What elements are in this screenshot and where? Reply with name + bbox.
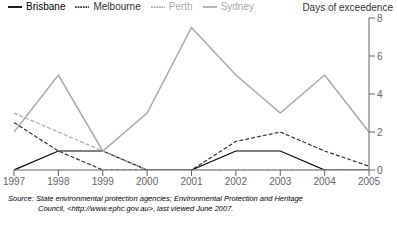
svg-text:4: 4 — [377, 89, 383, 100]
svg-text:2004: 2004 — [314, 176, 337, 187]
svg-text:6: 6 — [377, 51, 383, 62]
svg-text:2002: 2002 — [225, 176, 248, 187]
html-text:Perth: Perth — [168, 0, 193, 12]
svg-text:1997: 1997 — [8, 176, 26, 187]
svg-text:0: 0 — [377, 165, 383, 176]
svg-text:1998: 1998 — [47, 176, 70, 187]
html-text:Melbourne: Melbourne — [93, 0, 141, 12]
svg-text:1999: 1999 — [92, 176, 115, 187]
svg-text:8: 8 — [377, 13, 383, 24]
svg-text:2000: 2000 — [136, 176, 159, 187]
svg-text:2005: 2005 — [358, 176, 381, 187]
svg-text:2: 2 — [377, 127, 383, 138]
html-text:Council, <http://www.ephc.gov.: Council, <http://www.ephc.gov.au>, last … — [38, 204, 234, 213]
html-text:Sydney: Sydney — [220, 0, 254, 12]
html-text:Brisbane: Brisbane — [26, 0, 66, 12]
svg-text:2001: 2001 — [180, 176, 203, 187]
html-text:Source: State environmental pr: Source: State environmental protection a… — [8, 194, 303, 203]
svg-text:2003: 2003 — [269, 176, 292, 187]
html-text:Days of exceedence: Days of exceedence — [302, 2, 393, 13]
